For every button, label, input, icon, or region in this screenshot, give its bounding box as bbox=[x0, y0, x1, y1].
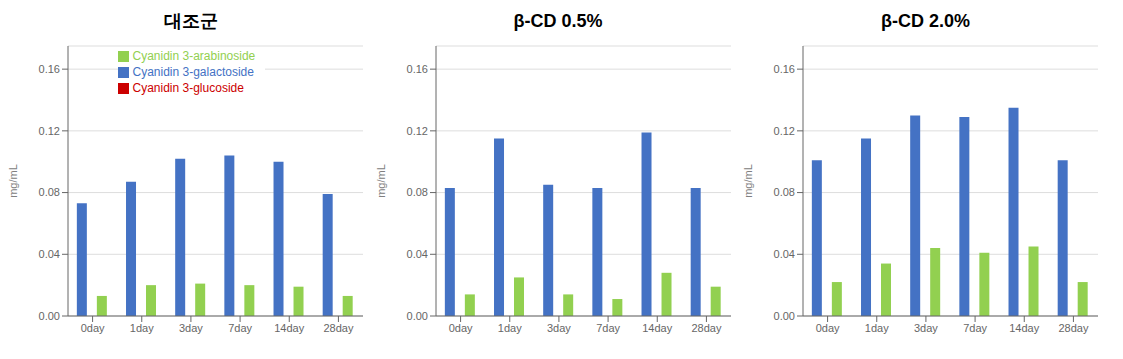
svg-text:0day: 0day bbox=[448, 322, 472, 334]
svg-text:28day: 28day bbox=[1058, 322, 1088, 334]
svg-text:28day: 28day bbox=[323, 322, 353, 334]
svg-text:0day: 0day bbox=[81, 322, 105, 334]
svg-text:7day: 7day bbox=[596, 322, 620, 334]
svg-text:1day: 1day bbox=[865, 322, 889, 334]
svg-text:mg/mL: mg/mL bbox=[743, 164, 754, 198]
svg-text:mg/mL: mg/mL bbox=[376, 164, 387, 198]
svg-text:0.04: 0.04 bbox=[774, 248, 795, 260]
svg-text:0.04: 0.04 bbox=[39, 248, 60, 260]
svg-text:3day: 3day bbox=[914, 322, 938, 334]
svg-text:3day: 3day bbox=[179, 322, 203, 334]
svg-text:14day: 14day bbox=[1009, 322, 1039, 334]
svg-text:0day: 0day bbox=[816, 322, 840, 334]
svg-text:0.00: 0.00 bbox=[406, 310, 427, 322]
svg-text:0.12: 0.12 bbox=[774, 125, 795, 137]
html-text:Cyanidin 3-arabinoside: Cyanidin 3-arabinoside bbox=[132, 49, 256, 63]
svg-text:0.08: 0.08 bbox=[406, 186, 427, 198]
svg-text:0.08: 0.08 bbox=[774, 186, 795, 198]
svg-text:14day: 14day bbox=[642, 322, 672, 334]
svg-text:1day: 1day bbox=[130, 322, 154, 334]
svg-text:7day: 7day bbox=[228, 322, 252, 334]
svg-text:0.04: 0.04 bbox=[406, 248, 427, 260]
svg-text:1day: 1day bbox=[497, 322, 521, 334]
svg-text:28day: 28day bbox=[691, 322, 721, 334]
svg-text:0.16: 0.16 bbox=[406, 63, 427, 75]
svg-text:0.12: 0.12 bbox=[406, 125, 427, 137]
svg-text:0.16: 0.16 bbox=[39, 63, 60, 75]
svg-text:0.16: 0.16 bbox=[774, 63, 795, 75]
svg-text:0.00: 0.00 bbox=[39, 310, 60, 322]
svg-text:0.08: 0.08 bbox=[39, 186, 60, 198]
svg-text:0.12: 0.12 bbox=[39, 125, 60, 137]
html-text:대조군: 대조군 bbox=[163, 11, 218, 31]
svg-text:3day: 3day bbox=[546, 322, 570, 334]
html-text:Cyanidin 3-galactoside: Cyanidin 3-galactoside bbox=[132, 65, 254, 79]
html-text:Cyanidin 3-glucoside: Cyanidin 3-glucoside bbox=[132, 81, 244, 95]
svg-text:14day: 14day bbox=[274, 322, 304, 334]
svg-text:mg/mL: mg/mL bbox=[8, 164, 19, 198]
html-text:β-CD 2.0%: β-CD 2.0% bbox=[881, 11, 970, 31]
html-text:β-CD 0.5%: β-CD 0.5% bbox=[513, 11, 603, 31]
svg-text:7day: 7day bbox=[963, 322, 987, 334]
svg-text:0.00: 0.00 bbox=[774, 310, 795, 322]
